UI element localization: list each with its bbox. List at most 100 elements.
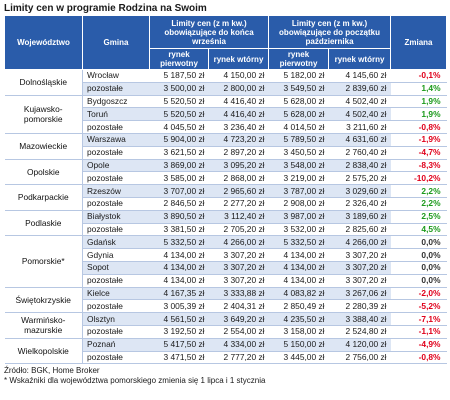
cell-wtorny-old: 3 649,20 zł	[208, 312, 269, 326]
cell-wtorny-new: 2 838,40 zł	[328, 159, 391, 173]
cell-gmina: pozostałe	[82, 197, 150, 211]
cell-gmina: Rzeszów	[82, 184, 150, 198]
cell-pierwotny-new: 2 908,00 zł	[268, 197, 329, 211]
source-text: Źródło: BGK, Home Broker	[4, 366, 100, 376]
cell-zmiana: -4,7%	[390, 146, 447, 160]
table-row: Opolskie Opole 3 869,00 zł 3 095,20 zł 3 548…	[4, 159, 447, 186]
cell-wtorny-old: 3 307,20 zł	[208, 261, 269, 275]
cell-pierwotny-new: 4 235,50 zł	[268, 312, 329, 326]
cell-pierwotny-old: 3 471,50 zł	[149, 351, 209, 365]
cell-pierwotny-old: 4 134,00 zł	[149, 248, 209, 262]
header-rynek-pierwotny-old: rynek pierwotny	[149, 48, 209, 70]
cell-pierwotny-old: 3 381,50 zł	[149, 223, 209, 237]
price-limits-table: Województwo Gmina Limity cen (z m kw.) o…	[4, 15, 448, 365]
cell-gmina: pozostałe	[82, 223, 150, 237]
cell-wtorny-new: 3 211,60 zł	[328, 120, 391, 134]
cell-zmiana: 2,2%	[390, 184, 447, 198]
cell-wtorny-new: 4 631,60 zł	[328, 133, 391, 147]
cell-pierwotny-new: 3 219,00 zł	[268, 171, 329, 186]
cell-zmiana: 4,5%	[390, 223, 447, 237]
table-row: pozostałe 4 134,00 zł 3 307,20 zł 4 134,00 …	[5, 274, 447, 288]
cell-pierwotny-old: 4 561,50 zł	[149, 312, 209, 326]
cell-gmina: Warszawa	[82, 133, 150, 147]
cell-wojewodztwo: Wielkopolskie	[4, 338, 83, 365]
table-row: Sopot 4 134,00 zł 3 307,20 zł 4 134,00 zł 3 …	[5, 261, 447, 275]
cell-zmiana: 1,4%	[390, 82, 447, 96]
table-row: pozostałe 3 381,50 zł 2 705,20 zł 3 532,00 …	[5, 223, 447, 237]
cell-wtorny-new: 3 189,60 zł	[328, 210, 391, 224]
cell-wtorny-old: 2 554,00 zł	[208, 325, 269, 339]
cell-pierwotny-old: 4 134,00 zł	[149, 274, 209, 288]
cell-zmiana: -2,0%	[390, 287, 447, 301]
cell-zmiana: -8,3%	[390, 159, 447, 173]
cell-wojewodztwo: Opolskie	[4, 159, 83, 186]
cell-wtorny-new: 4 266,00 zł	[328, 235, 391, 250]
cell-pierwotny-old: 4 045,50 zł	[149, 120, 209, 134]
cell-pierwotny-new: 5 628,00 zł	[268, 107, 329, 122]
cell-wtorny-old: 2 800,00 zł	[208, 82, 269, 96]
cell-pierwotny-new: 4 134,00 zł	[268, 248, 329, 262]
table-row: pozostałe 3 500,00 zł 2 800,00 zł 3 549,50 …	[5, 82, 447, 96]
cell-gmina: Toruń	[82, 107, 150, 122]
cell-wojewodztwo: Dolnośląskie	[4, 69, 83, 96]
cell-wtorny-new: 3 307,20 zł	[328, 274, 391, 288]
cell-gmina: Opole	[82, 159, 150, 173]
cell-zmiana: 0,0%	[390, 248, 447, 262]
cell-pierwotny-old: 3 192,50 zł	[149, 325, 209, 339]
cell-pierwotny-new: 5 332,50 zł	[268, 235, 329, 250]
table-row: Wielkopolskie Poznań 5 417,50 zł 4 334,00 z…	[4, 338, 447, 365]
cell-gmina: Wrocław	[82, 69, 150, 83]
cell-wtorny-old: 3 236,40 zł	[208, 120, 269, 134]
cell-gmina: Bydgoszcz	[82, 95, 150, 109]
cell-wojewodztwo: Kujawsko-pomorskie	[4, 95, 83, 134]
cell-pierwotny-new: 4 083,82 zł	[268, 287, 329, 301]
cell-wtorny-new: 4 120,00 zł	[328, 338, 391, 352]
cell-wojewodztwo: Pomorskie*	[4, 235, 83, 288]
cell-zmiana: 1,9%	[390, 107, 447, 122]
cell-wtorny-old: 4 334,00 zł	[208, 338, 269, 352]
table-row: Pomorskie* Gdańsk 5 332,50 zł 4 266,00 zł 5 …	[4, 235, 447, 288]
cell-pierwotny-new: 5 628,00 zł	[268, 95, 329, 109]
cell-gmina: Gdynia	[82, 248, 150, 262]
cell-wtorny-new: 3 267,06 zł	[328, 287, 391, 301]
cell-pierwotny-new: 3 548,00 zł	[268, 159, 329, 173]
cell-gmina: pozostałe	[82, 299, 150, 314]
table-row: pozostałe 2 846,50 zł 2 277,20 zł 2 908,00 …	[5, 197, 447, 211]
cell-pierwotny-new: 4 134,00 zł	[268, 261, 329, 275]
cell-pierwotny-old: 3 869,00 zł	[149, 159, 209, 173]
table-row: Podlaskie Białystok 3 890,50 zł 3 112,40 zł…	[4, 210, 447, 237]
cell-pierwotny-new: 3 445,00 zł	[268, 351, 329, 365]
cell-wtorny-new: 2 280,39 zł	[328, 299, 391, 314]
table-row: pozostałe 3 471,50 zł 2 777,20 zł 3 445,00 …	[5, 351, 447, 365]
cell-pierwotny-old: 3 500,00 zł	[149, 82, 209, 96]
cell-gmina: Sopot	[82, 261, 150, 275]
cell-pierwotny-new: 4 014,50 zł	[268, 120, 329, 134]
cell-pierwotny-old: 3 890,50 zł	[149, 210, 209, 224]
cell-zmiana: -7,1%	[390, 312, 447, 326]
cell-gmina: Olsztyn	[82, 312, 150, 326]
cell-zmiana: -0,8%	[390, 351, 447, 365]
cell-wojewodztwo: Świętokrzyskie	[4, 287, 83, 314]
cell-gmina: pozostałe	[82, 146, 150, 160]
cell-wojewodztwo: Podkarpackie	[4, 184, 83, 211]
cell-wtorny-old: 4 723,20 zł	[208, 133, 269, 147]
table-row: pozostałe 3 585,00 zł 2 868,00 zł 3 219,00 …	[5, 171, 447, 186]
cell-wtorny-new: 2 839,60 zł	[328, 82, 391, 96]
cell-gmina: pozostałe	[82, 82, 150, 96]
table-row: Dolnośląskie Wrocław 5 187,50 zł 4 150,00 z…	[4, 69, 447, 96]
cell-wtorny-new: 2 326,40 zł	[328, 197, 391, 211]
cell-wtorny-new: 4 502,40 zł	[328, 95, 391, 109]
header-zmiana: Zmiana	[390, 15, 448, 70]
cell-wtorny-new: 3 388,40 zł	[328, 312, 391, 326]
cell-zmiana: -0,8%	[390, 120, 447, 134]
cell-gmina: pozostałe	[82, 171, 150, 186]
cell-wtorny-new: 2 524,80 zł	[328, 325, 391, 339]
cell-pierwotny-new: 2 850,49 zł	[268, 299, 329, 314]
cell-wtorny-new: 3 307,20 zł	[328, 261, 391, 275]
cell-wtorny-new: 2 756,00 zł	[328, 351, 391, 365]
cell-pierwotny-old: 5 417,50 zł	[149, 338, 209, 352]
table-row: pozostałe 4 045,50 zł 3 236,40 zł 4 014,50 …	[5, 120, 447, 134]
cell-pierwotny-new: 3 532,00 zł	[268, 223, 329, 237]
cell-zmiana: 0,0%	[390, 274, 447, 288]
table-row: Warmińsko-mazurskie Olsztyn 4 561,50 zł 3 6…	[4, 312, 447, 339]
